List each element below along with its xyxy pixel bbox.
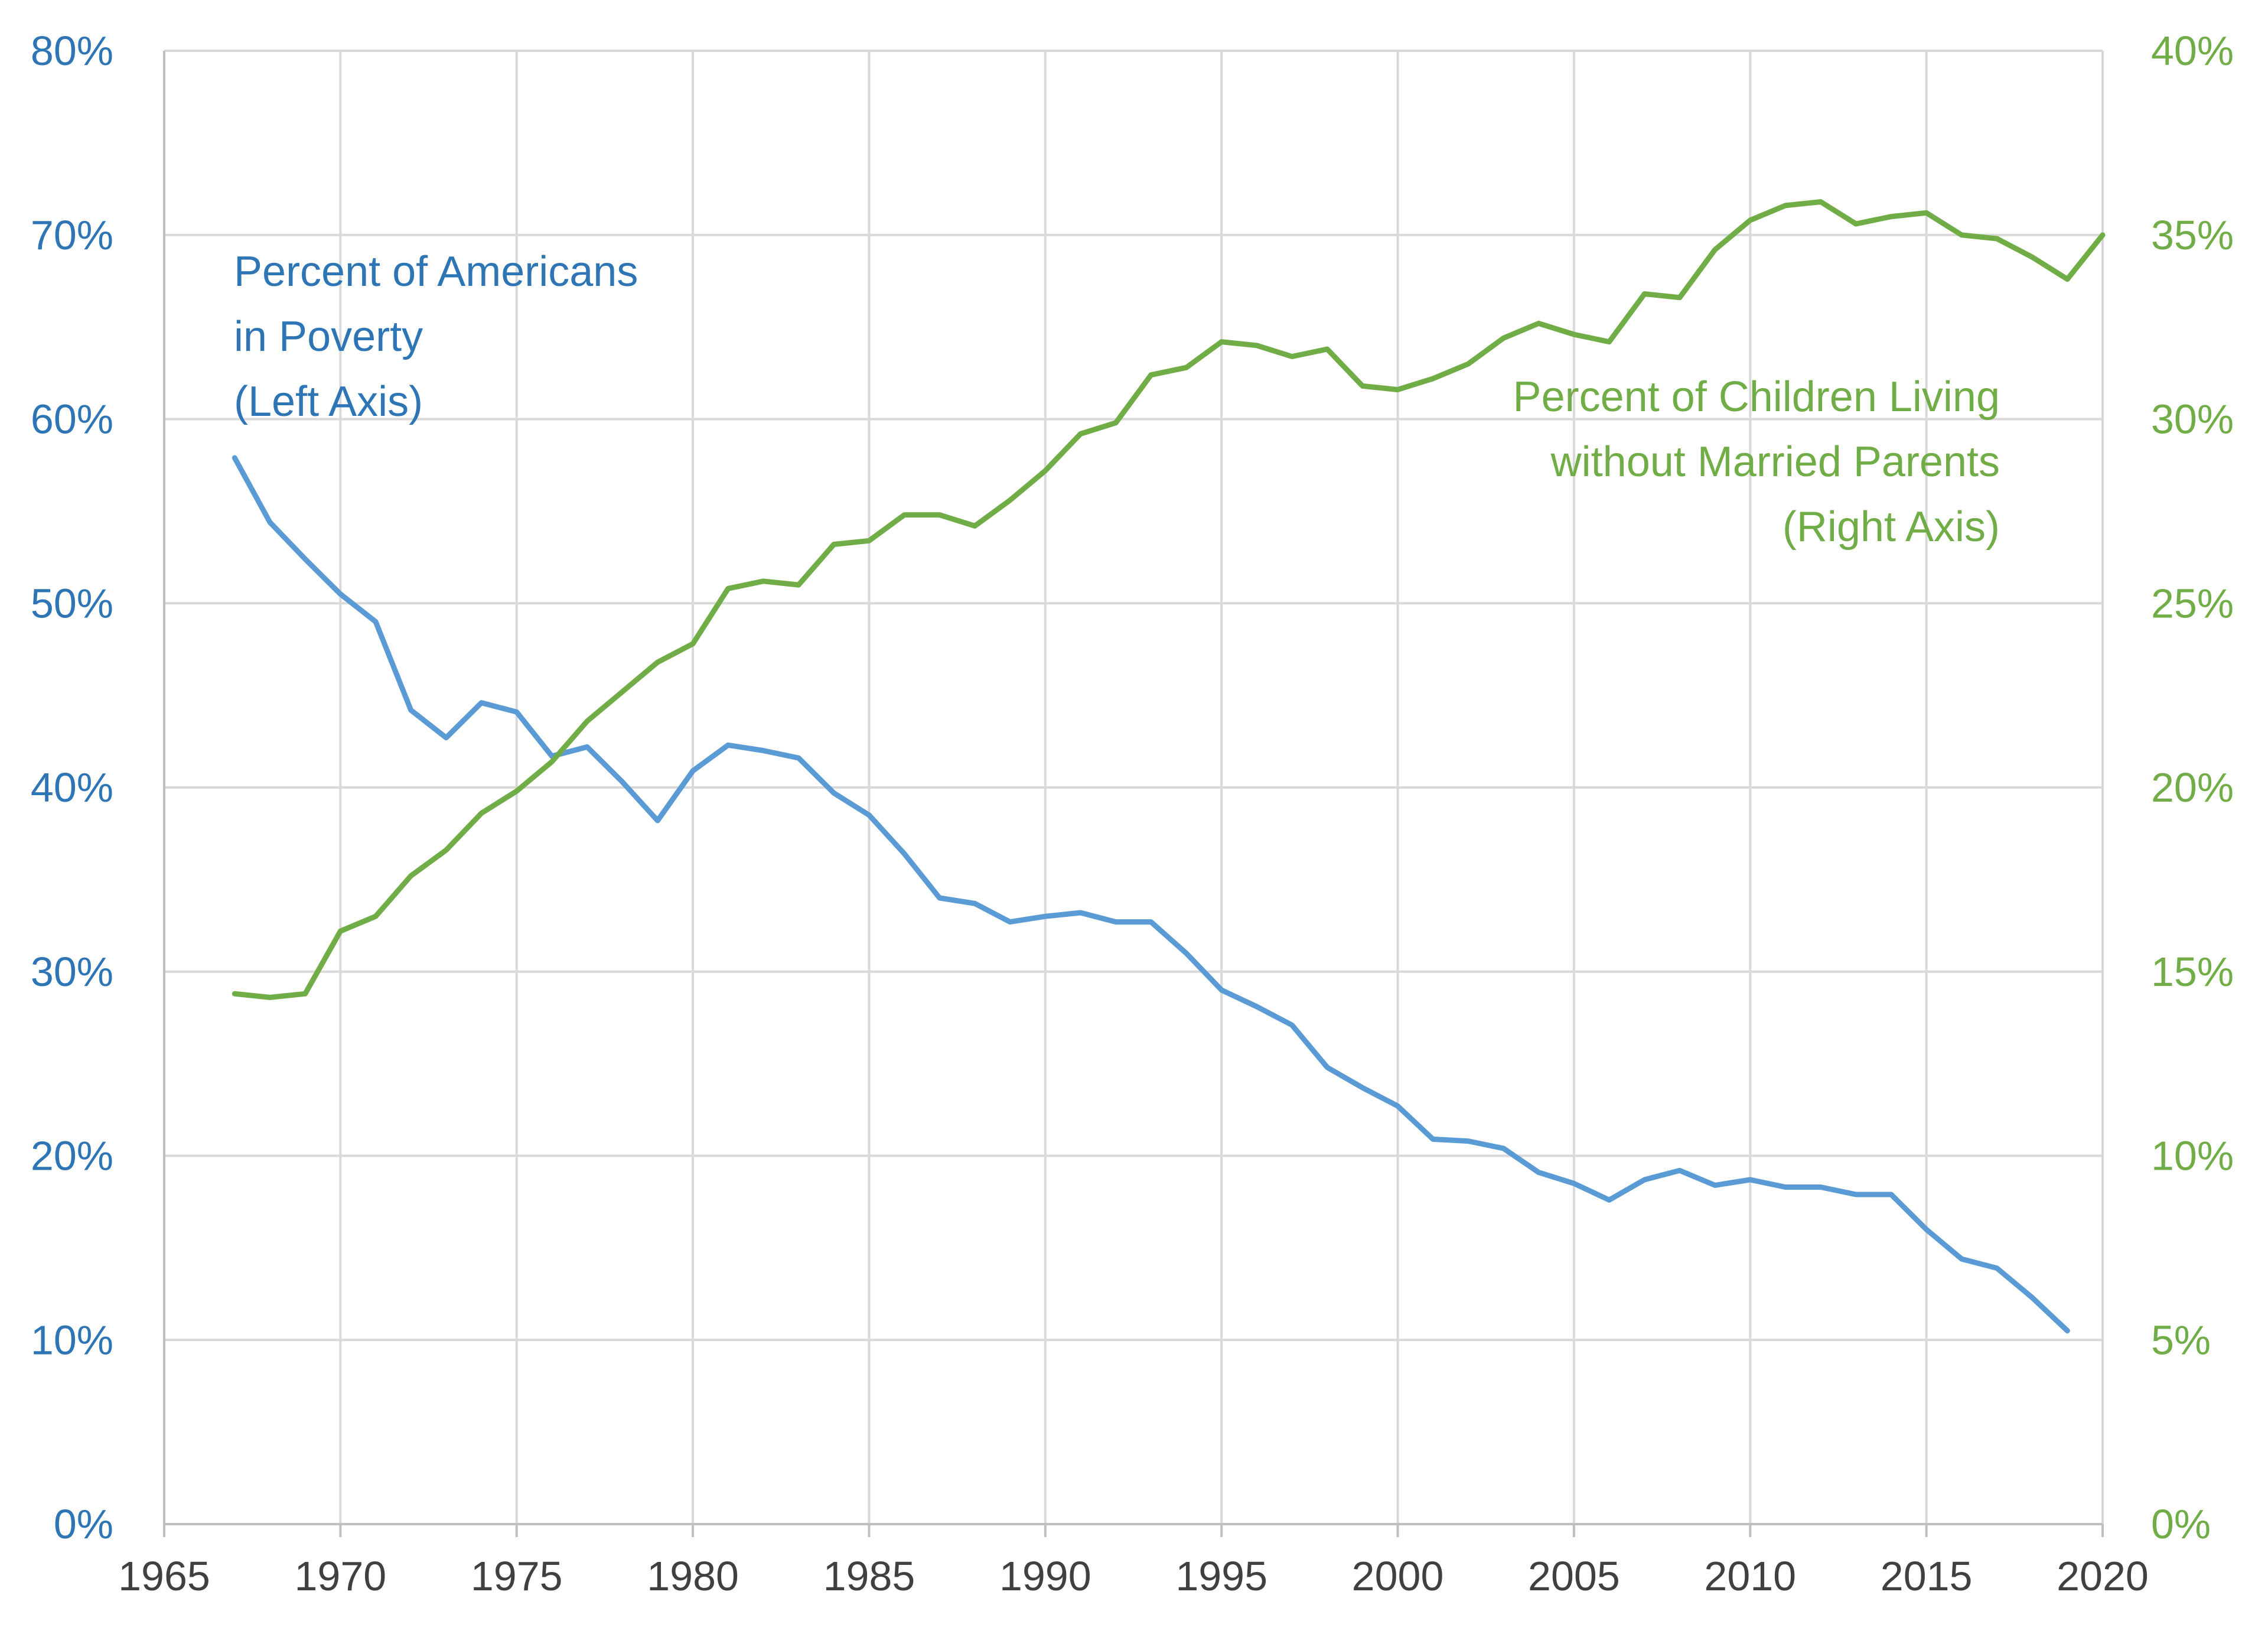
tick-labels: 1965 1970 1975 1980 1985 1990 1995 2000 2005 2010…	[31, 28, 2234, 1599]
x-tick-label: 1975	[471, 1553, 563, 1599]
x-tick-label: 1995	[1175, 1553, 1267, 1599]
x-tick-label: 2015	[1881, 1553, 1973, 1599]
y-left-tick-label: 40%	[31, 764, 113, 811]
y-right-tick-label: 15%	[2151, 949, 2234, 995]
x-tick-label: 1980	[647, 1553, 739, 1599]
y-left-tick-label: 20%	[31, 1133, 113, 1179]
annotations: Percent of Americans in Poverty (Left Axis…	[234, 248, 2000, 551]
y-left-tick-label: 50%	[31, 580, 113, 626]
axes	[163, 51, 2104, 1537]
x-tick-label: 2005	[1528, 1553, 1620, 1599]
y-left-tick-label: 10%	[31, 1317, 113, 1363]
x-tick-label: 1990	[999, 1553, 1091, 1599]
y-right-tick-label: 30%	[2151, 396, 2234, 442]
y-right-tick-label: 35%	[2151, 212, 2234, 258]
y-left-tick-label: 60%	[31, 396, 113, 442]
x-tick-label: 2000	[1352, 1553, 1444, 1599]
y-right-tick-label: 5%	[2151, 1317, 2211, 1363]
series-lines	[232, 199, 2106, 1334]
x-tick-label: 1965	[118, 1553, 210, 1599]
y-left-tick-label: 70%	[31, 212, 113, 258]
y-left-tick-label: 80%	[31, 28, 113, 74]
y-right-tick-label: 40%	[2151, 28, 2234, 74]
x-tick-label: 1985	[823, 1553, 915, 1599]
annotation-right-line: (Right Axis)	[1783, 503, 2000, 551]
x-tick-label: 1970	[294, 1553, 386, 1599]
annotation-right-line: without Married Parents	[1550, 438, 2000, 486]
x-tick-label: 2010	[1704, 1553, 1796, 1599]
y-right-tick-label: 10%	[2151, 1133, 2234, 1179]
x-tick-label: 2020	[2057, 1553, 2149, 1599]
y-right-tick-label: 25%	[2151, 580, 2234, 626]
y-right-tick-label: 0%	[2151, 1501, 2211, 1547]
y-left-tick-label: 0%	[54, 1501, 113, 1547]
series-line-right	[232, 199, 2106, 1000]
series-line-left	[232, 455, 2070, 1334]
annotation-right-line: Percent of Children Living	[1513, 373, 2000, 421]
annotation-left-line: Percent of Americans	[234, 248, 638, 295]
gridlines	[164, 50, 2104, 1524]
annotation-left-line: in Poverty	[234, 313, 423, 360]
y-left-tick-label: 30%	[31, 949, 113, 995]
annotation-left-line: (Left Axis)	[234, 378, 423, 425]
y-right-tick-label: 20%	[2151, 764, 2234, 811]
